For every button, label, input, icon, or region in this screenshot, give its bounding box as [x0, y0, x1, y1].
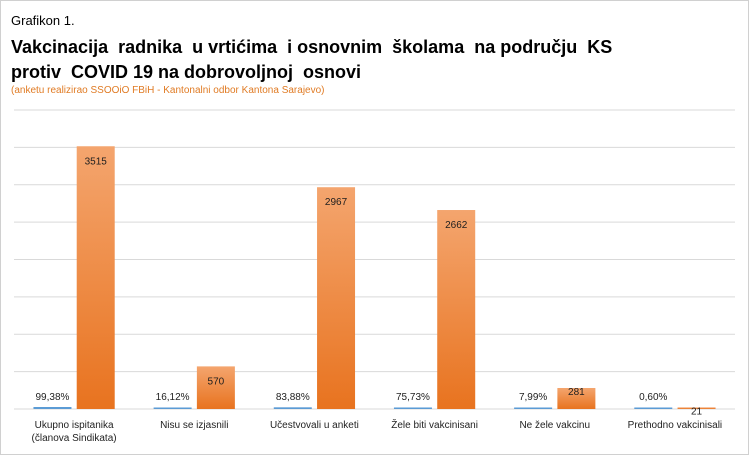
data-label-percent: 83,88% — [276, 392, 310, 403]
category-label: Učestvovali u anketi — [270, 420, 359, 431]
chart-title-line2: protiv COVID 19 na dobrovoljnoj osnovi — [11, 62, 362, 82]
data-label-value: 2662 — [445, 220, 468, 231]
category-label: Nisu se izjasnili — [160, 420, 228, 431]
bar-count — [317, 187, 356, 409]
bars — [33, 146, 716, 409]
chart-title: Vakcinacija radnika u vrtićima i osnovni… — [11, 35, 651, 85]
bar-count — [76, 146, 115, 409]
bar-percent — [634, 407, 673, 409]
bar-percent — [514, 407, 553, 409]
data-label-value: 281 — [568, 387, 585, 398]
data-label-percent: 0,60% — [639, 392, 667, 403]
bar-percent — [33, 407, 72, 409]
gridlines — [14, 109, 735, 410]
bar-count — [677, 407, 716, 409]
data-label-value: 570 — [208, 376, 225, 387]
data-label-percent: 16,12% — [156, 392, 190, 403]
data-label-percent: 7,99% — [519, 392, 547, 403]
chart-title-line1: Vakcinacija radnika u vrtićima i osnovni… — [11, 37, 613, 57]
bar-percent — [153, 407, 192, 409]
bar-count — [557, 387, 596, 409]
data-label-value: 2967 — [325, 197, 348, 208]
category-label: Prethodno vakcinisali — [628, 420, 723, 431]
category-label: Žele biti vakcinisani — [391, 418, 478, 431]
bar-count — [196, 366, 235, 409]
data-label-value: 21 — [691, 406, 703, 417]
chart-kicker: Grafikon 1. — [11, 13, 75, 28]
bar-percent — [273, 407, 312, 409]
labels: 99,38% 3515 Ukupno ispitanika (članova Sind… — [32, 156, 723, 444]
bar-percent — [393, 407, 432, 409]
bar-count — [437, 210, 476, 409]
data-label-percent: 99,38% — [35, 392, 69, 403]
category-label: Ne žele vakcinu — [519, 420, 590, 431]
data-label-value: 3515 — [85, 156, 108, 167]
chart-note: (anketu realizirao SSOOiO FBiH - Kantona… — [11, 85, 325, 96]
data-label-percent: 75,73% — [396, 392, 430, 403]
category-label: Ukupno ispitanika — [35, 420, 114, 431]
category-label: (članova Sindikata) — [32, 433, 117, 444]
